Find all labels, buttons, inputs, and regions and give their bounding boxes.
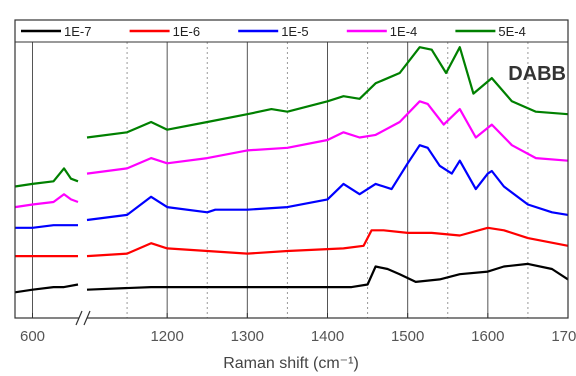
series-line-1E-4 bbox=[14, 193, 79, 209]
plot-frame bbox=[14, 19, 569, 319]
series-line-5E-4 bbox=[14, 167, 79, 188]
series-line-1E-5 bbox=[15, 224, 78, 229]
x-tick-label: 1700 bbox=[551, 328, 576, 345]
x-tick-label: 1600 bbox=[471, 328, 504, 345]
x-tick-label: 1400 bbox=[311, 328, 344, 345]
x-tick-label: 1300 bbox=[231, 328, 264, 345]
series-line-1E-6 bbox=[86, 226, 569, 258]
axis-break bbox=[75, 310, 91, 326]
legend-label: 1E-4 bbox=[390, 24, 417, 39]
axis-break-mark bbox=[75, 310, 83, 326]
legend: 1E-7 1E-6 1E-5 1E-4 5E-4 bbox=[15, 24, 568, 43]
series-line-1E-7 bbox=[14, 283, 79, 294]
legend-label: 1E-6 bbox=[173, 24, 200, 39]
legend-label: 5E-4 bbox=[498, 24, 525, 39]
grid-layer bbox=[32, 42, 529, 318]
legend-label: 1E-5 bbox=[281, 24, 308, 39]
x-tick-label: 1200 bbox=[150, 328, 183, 345]
x-axis-title: Raman shift (cm⁻¹) bbox=[223, 355, 359, 372]
x-axis-ticks: 600 1200 1300 1400 1500 1600 1700 bbox=[20, 313, 576, 345]
series-line-1E-4 bbox=[86, 100, 569, 175]
legend-label: 1E-7 bbox=[64, 24, 91, 39]
series-layer bbox=[14, 46, 569, 294]
axis-break-mark bbox=[83, 310, 91, 326]
axis-break-gap bbox=[79, 314, 87, 322]
series-line-1E-5 bbox=[86, 144, 569, 222]
x-tick-label: 1500 bbox=[391, 328, 424, 345]
x-tick-label: 600 bbox=[20, 328, 45, 345]
annotation-label: DABB bbox=[508, 63, 566, 85]
series-line-5E-4 bbox=[86, 46, 569, 139]
series-line-1E-7 bbox=[86, 262, 569, 291]
